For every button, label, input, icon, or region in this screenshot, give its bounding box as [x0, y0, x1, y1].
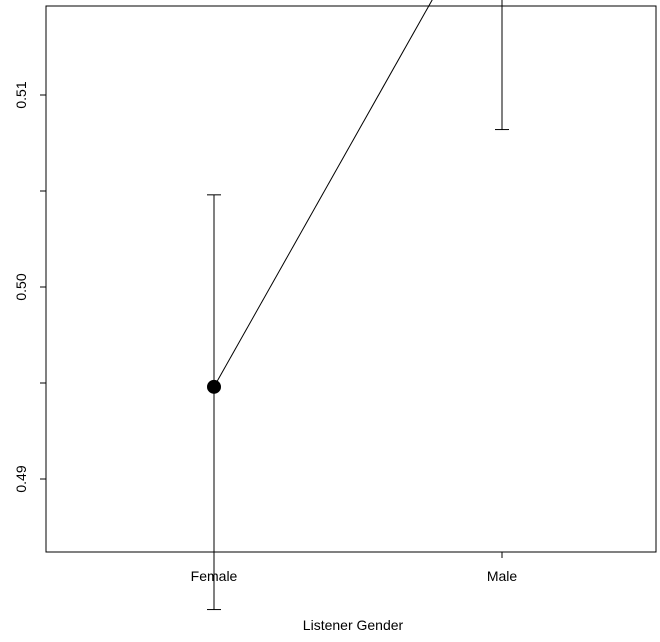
x-tick-label: Male [487, 568, 518, 584]
x-axis-title: Listener Gender [303, 617, 404, 633]
x-axis: Female Male [191, 551, 518, 584]
plot-frame [45, 5, 657, 553]
series-layer [207, 0, 509, 611]
data-point [207, 379, 221, 394]
y-axis: 0.490.500.510.520.53 [13, 81, 46, 493]
series-line [213, 0, 433, 388]
y-tick-label: 0.50 [13, 273, 29, 300]
y-tick-label: 0.49 [13, 465, 29, 492]
y-tick-label: 0.51 [13, 81, 29, 108]
